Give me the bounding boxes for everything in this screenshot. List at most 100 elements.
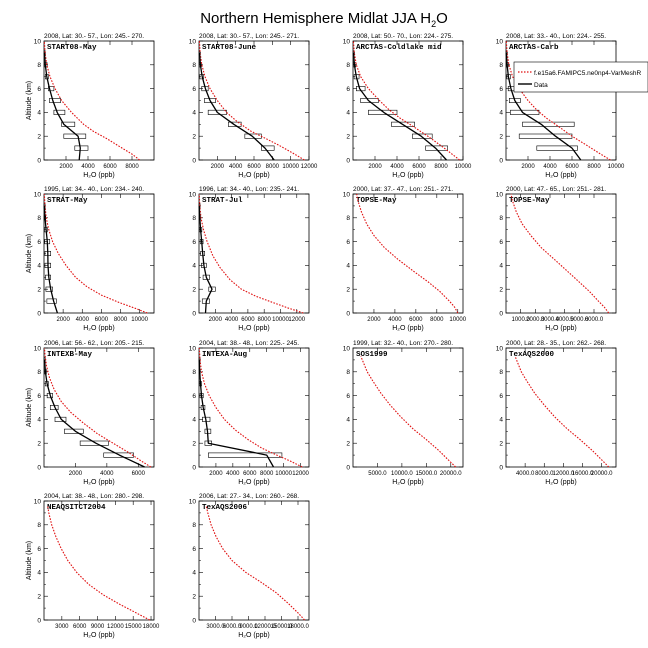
data-line <box>198 359 275 468</box>
panel-2: 2008, Lat: 50.- 70., Lon: 224.- 275. ARCT… <box>343 33 472 179</box>
y-tick-label: 10 <box>34 345 42 352</box>
y-tick-label: 4 <box>192 263 196 270</box>
data-line <box>352 52 447 161</box>
panel-3: 2008, Lat: 33.- 40., Lon: 224.- 255. ARCT… <box>496 33 625 179</box>
x-tick-label: 2000 <box>209 471 223 477</box>
x-tick-label: 15000.0 <box>271 624 293 630</box>
legend-data-label: Data <box>534 82 548 89</box>
y-tick-label: 0 <box>37 617 41 624</box>
x-axis-label: H₂O (ppb) <box>83 325 115 332</box>
panel-4: 1995, Lat: 34.- 40., Lon: 234.- 240. STRA… <box>26 186 155 332</box>
y-axis-label: Altitude (km) <box>26 234 33 273</box>
x-tick-label: 2000 <box>211 164 225 170</box>
y-tick-label: 8 <box>192 369 196 376</box>
y-tick-label: 6 <box>37 393 41 400</box>
y-tick-label: 8 <box>346 369 350 376</box>
data-range-box <box>412 133 433 139</box>
model-line <box>360 356 457 468</box>
legend-box <box>513 61 648 93</box>
x-tick-label: 3000.0 <box>541 317 560 323</box>
x-tick-label: 3000.0 <box>206 624 225 630</box>
panel-title: ARCTAS-Carb <box>509 44 559 52</box>
data-range-box <box>61 121 76 127</box>
y-tick-label: 8 <box>192 215 196 222</box>
panel-subtitle: 2000, Lat: 37.- 47., Lon: 251.- 271. <box>353 186 453 193</box>
panel-title: STRAT-Jul <box>202 197 243 205</box>
data-line <box>43 205 59 314</box>
panel-subtitle: 2004, Lat: 38.- 48., Lon: 225.- 245. <box>199 340 299 347</box>
data-range-box <box>49 98 61 104</box>
y-tick-label: 8 <box>37 215 41 222</box>
x-tick-label: 10000 <box>608 164 625 170</box>
y-tick-label: 0 <box>499 464 503 471</box>
x-tick-label: 10000 <box>282 164 299 170</box>
data-range-box <box>536 145 578 151</box>
model-line <box>47 505 151 621</box>
panel-5: 1996, Lat: 34.- 40., Lon: 235.- 241. STRA… <box>189 186 310 332</box>
panel-title: ARCTAS-Coldlake mid <box>356 44 442 52</box>
y-tick-label: 0 <box>37 310 41 317</box>
x-tick-label: 6000 <box>103 164 117 170</box>
y-tick-label: 8 <box>499 62 503 69</box>
data-line <box>43 52 81 161</box>
panel-title: START08-June <box>202 44 257 52</box>
x-tick-label: 2000 <box>367 317 381 323</box>
data-range-box <box>510 109 540 115</box>
data-range-box <box>53 109 66 115</box>
y-tick-label: 2 <box>37 441 41 448</box>
y-tick-label: 8 <box>37 522 41 529</box>
y-tick-label: 2 <box>346 441 350 448</box>
y-tick-label: 10 <box>34 191 42 198</box>
y-tick-label: 2 <box>346 287 350 294</box>
data-range-box <box>74 145 89 151</box>
panel-title: INTEXA-Aug <box>202 351 248 359</box>
panel-subtitle: 2008, Lat: 30.- 57., Lon: 245.- 271. <box>199 33 299 40</box>
x-tick-label: 12000 <box>107 624 124 630</box>
x-tick-label: 4000 <box>543 164 557 170</box>
data-line <box>198 52 275 161</box>
x-tick-label: 6000 <box>241 317 255 323</box>
y-tick-label: 0 <box>37 157 41 164</box>
panel-title: INTEXB-May <box>47 351 93 359</box>
y-tick-label: 10 <box>343 345 351 352</box>
y-tick-label: 0 <box>192 310 196 317</box>
model-line <box>198 347 303 468</box>
y-tick-label: 0 <box>192 157 196 164</box>
x-tick-label: 6000 <box>73 624 87 630</box>
y-tick-label: 10 <box>189 345 197 352</box>
panel-8: 2006, Lat: 56.- 62., Lon: 205.- 215. INTE… <box>26 340 155 486</box>
data-range-box <box>208 452 283 458</box>
y-tick-label: 2 <box>499 287 503 294</box>
y-tick-label: 10 <box>189 191 197 198</box>
panel-subtitle: 2008, Lat: 33.- 40., Lon: 224.- 255. <box>506 33 606 40</box>
panel-1: 2008, Lat: 30.- 57., Lon: 245.- 271. STAR… <box>189 33 318 179</box>
panel-subtitle: 1999, Lat: 32.- 40., Lon: 270.- 280. <box>353 340 453 347</box>
y-tick-label: 8 <box>346 62 350 69</box>
x-axis-label: H₂O (ppb) <box>238 479 270 486</box>
y-tick-label: 0 <box>346 310 350 317</box>
y-tick-label: 10 <box>343 191 351 198</box>
y-tick-label: 4 <box>37 263 41 270</box>
x-axis-label: H₂O (ppb) <box>238 632 270 639</box>
model-line <box>43 347 152 468</box>
panel-10: 1999, Lat: 32.- 40., Lon: 270.- 280. SOS1… <box>343 340 464 486</box>
y-tick-label: 10 <box>496 191 504 198</box>
x-tick-label: 8000 <box>434 164 448 170</box>
x-tick-label: 12000 <box>301 164 318 170</box>
data-range-box <box>46 298 57 304</box>
x-tick-label: 2000 <box>209 317 223 323</box>
x-tick-label: 4000 <box>100 471 114 477</box>
y-tick-label: 8 <box>37 62 41 69</box>
y-tick-label: 4 <box>499 417 503 424</box>
y-tick-label: 6 <box>192 239 196 246</box>
panel-subtitle: 2006, Lat: 56.- 62., Lon: 205.- 215. <box>44 340 144 347</box>
data-range-box <box>64 428 84 434</box>
y-tick-label: 2 <box>192 594 196 601</box>
x-tick-label: 10000 <box>449 317 466 323</box>
x-tick-label: 10000 <box>455 164 472 170</box>
x-tick-label: 3000 <box>55 624 69 630</box>
legend: f.e15a6.FAMIPC5.ne0np4-VarMeshR Data <box>513 61 648 93</box>
y-tick-label: 8 <box>192 62 196 69</box>
